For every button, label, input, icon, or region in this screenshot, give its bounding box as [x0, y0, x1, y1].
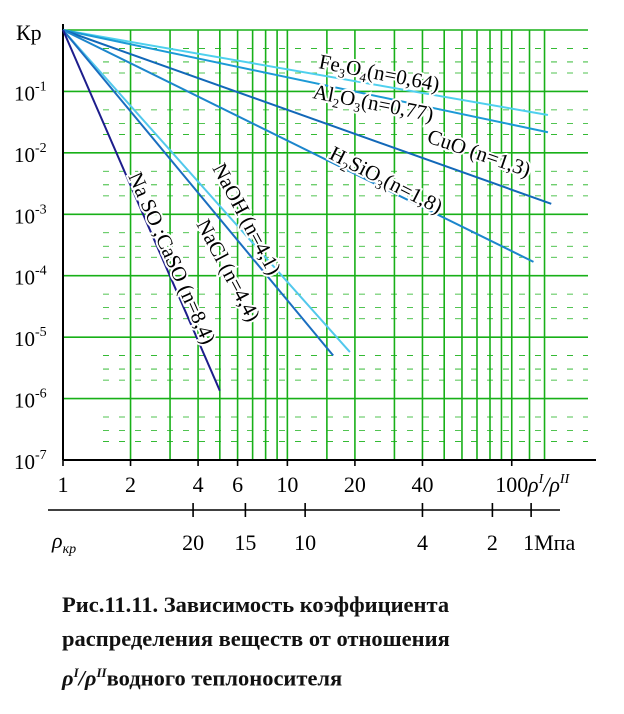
series-label: Na SO ;CaSO (n=8,4)	[123, 168, 220, 347]
x-tick-label: 1	[58, 472, 69, 497]
x-axis-label: ρI/ρII	[527, 472, 571, 497]
labels: 10-1 10-2 10-3 10-4 10-5 10-6 10-7 Кр 1 2 4 6 10 20 40…	[14, 20, 575, 557]
series-lines	[62, 29, 552, 392]
series-line	[62, 29, 549, 134]
series-line	[62, 29, 534, 263]
y-tick-label: 10-5	[14, 325, 47, 351]
series-line	[62, 29, 552, 205]
figure-caption: Рис.11.11. Зависимость коэффициента расп…	[62, 588, 622, 696]
series-line	[62, 29, 351, 353]
secondary-x-tick-label: 2	[487, 530, 498, 555]
caption-rest: водного теплоносителя	[106, 665, 343, 691]
y-tick-label: 10-3	[14, 202, 47, 228]
chart-svg: 10-1 10-2 10-3 10-4 10-5 10-6 10-7 Кр 1 2 4 6 10 20 40…	[14, 20, 596, 557]
x-tick-label: 10	[276, 472, 298, 497]
grid	[63, 29, 588, 461]
series-line	[62, 29, 334, 357]
secondary-x-tick-label: 20	[182, 530, 204, 555]
caption-line-2: распределения веществ от отношения	[62, 626, 450, 651]
y-axis-label: Кр	[16, 20, 42, 45]
secondary-axis-unit: 1Мпа	[523, 530, 575, 555]
secondary-axis-label: ρкр	[51, 528, 76, 557]
y-tick-label: 10-2	[14, 141, 47, 167]
y-tick-label: 10-4	[14, 264, 47, 290]
secondary-x-tick-label: 4	[417, 530, 428, 555]
secondary-x-tick-label: 10	[294, 530, 316, 555]
caption-sup-1: I	[73, 665, 79, 680]
x-tick-label: 40	[411, 472, 433, 497]
caption-line-3: ρI/ρIIводного теплоносителя	[62, 656, 622, 696]
series-line	[62, 29, 221, 392]
y-tick-label: 10-1	[14, 79, 47, 105]
caption-rho-2: /ρ	[78, 665, 97, 691]
x-tick-label: 4	[193, 472, 204, 497]
series-line	[62, 29, 549, 116]
caption-line-1: Рис.11.11. Зависимость коэффициента	[62, 592, 450, 617]
x-tick-label: 100	[495, 472, 528, 497]
caption-sup-2: II	[96, 665, 107, 680]
secondary-x-tick-label: 15	[234, 530, 256, 555]
caption-rho-1: ρ	[62, 665, 74, 691]
y-tick-label: 10-7	[14, 448, 47, 474]
x-tick-label: 20	[344, 472, 366, 497]
axes	[48, 24, 596, 517]
x-tick-label: 6	[232, 472, 243, 497]
y-tick-label: 10-6	[14, 387, 47, 413]
x-tick-label: 2	[125, 472, 136, 497]
